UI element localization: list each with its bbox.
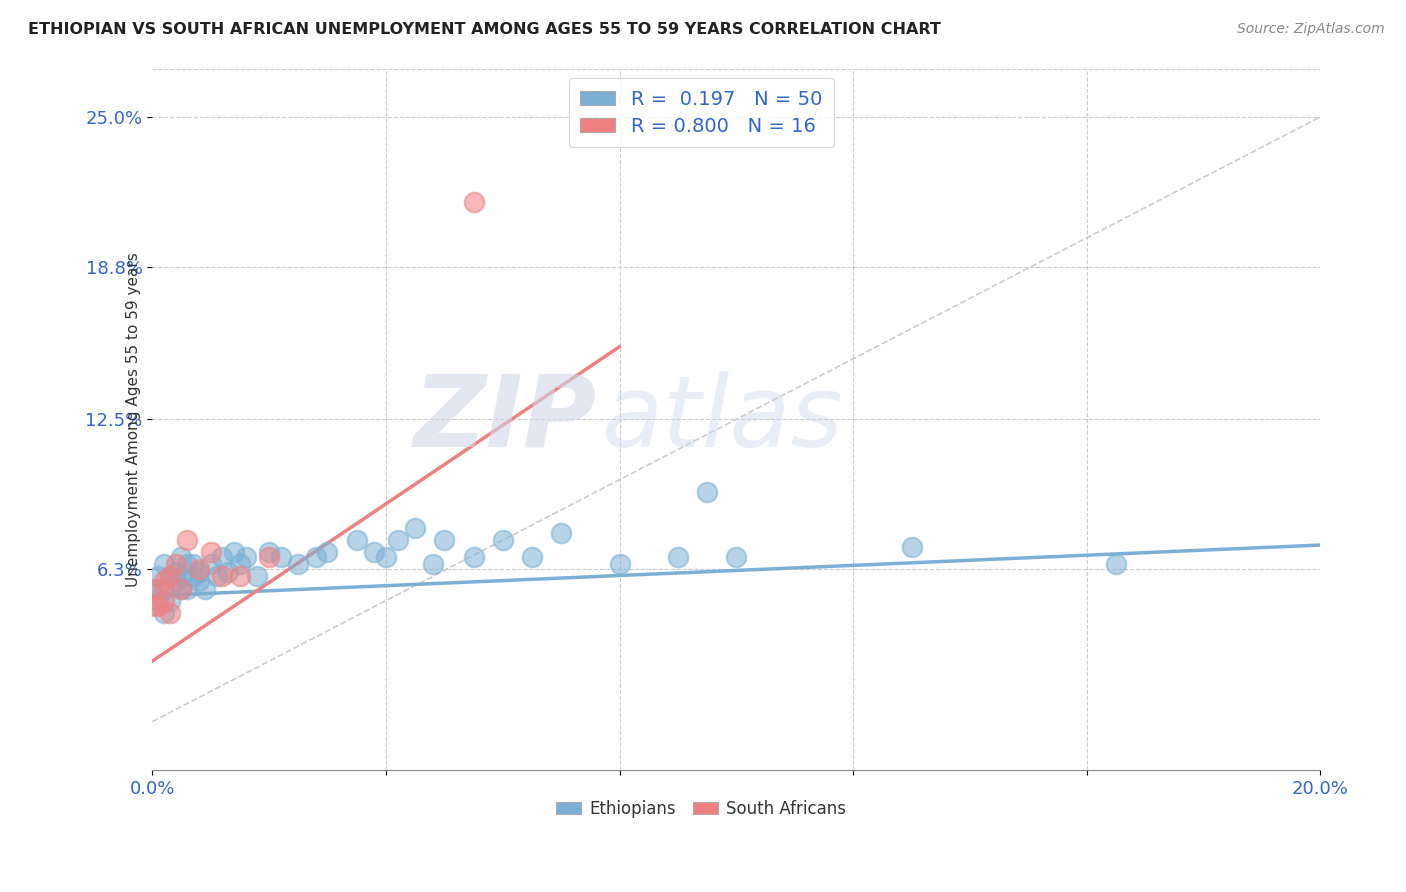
Point	[374, 550, 396, 565]
Point	[153, 593, 176, 607]
Point	[146, 582, 169, 596]
Point	[194, 582, 217, 596]
Point	[205, 569, 228, 583]
Point	[1105, 558, 1128, 572]
Point	[170, 582, 193, 596]
Point	[153, 582, 176, 596]
Point	[176, 533, 198, 548]
Point	[235, 550, 257, 565]
Point	[165, 558, 187, 572]
Point	[463, 194, 485, 209]
Point	[257, 545, 280, 559]
Y-axis label: Unemployment Among Ages 55 to 59 years: Unemployment Among Ages 55 to 59 years	[127, 252, 141, 587]
Text: Source: ZipAtlas.com: Source: ZipAtlas.com	[1237, 22, 1385, 37]
Point	[363, 545, 385, 559]
Point	[200, 545, 222, 559]
Point	[165, 565, 187, 579]
Text: atlas: atlas	[602, 371, 844, 467]
Point	[153, 574, 176, 589]
Point	[153, 606, 176, 620]
Point	[146, 599, 169, 613]
Point	[211, 550, 233, 565]
Point	[170, 582, 193, 596]
Point	[492, 533, 515, 548]
Point	[159, 569, 181, 583]
Point	[222, 545, 245, 559]
Point	[246, 569, 269, 583]
Point	[176, 582, 198, 596]
Point	[229, 569, 252, 583]
Text: ZIP: ZIP	[413, 371, 596, 467]
Point	[257, 550, 280, 565]
Point	[159, 606, 181, 620]
Point	[346, 533, 368, 548]
Point	[159, 569, 181, 583]
Legend: Ethiopians, South Africans: Ethiopians, South Africans	[550, 794, 853, 825]
Point	[188, 565, 211, 579]
Text: ETHIOPIAN VS SOUTH AFRICAN UNEMPLOYMENT AMONG AGES 55 TO 59 YEARS CORRELATION CH: ETHIOPIAN VS SOUTH AFRICAN UNEMPLOYMENT …	[28, 22, 941, 37]
Point	[463, 550, 485, 565]
Point	[666, 550, 689, 565]
Point	[176, 558, 198, 572]
Point	[200, 558, 222, 572]
Point	[387, 533, 409, 548]
Point	[141, 599, 163, 613]
Point	[433, 533, 456, 548]
Point	[159, 593, 181, 607]
Point	[550, 525, 572, 540]
Point	[520, 550, 543, 565]
Point	[181, 558, 204, 572]
Point	[316, 545, 339, 559]
Point	[211, 569, 233, 583]
Point	[900, 541, 922, 555]
Point	[404, 521, 426, 535]
Point	[422, 558, 444, 572]
Point	[146, 593, 169, 607]
Point	[170, 550, 193, 565]
Point	[287, 558, 309, 572]
Point	[270, 550, 292, 565]
Point	[188, 574, 211, 589]
Point	[146, 569, 169, 583]
Point	[217, 565, 239, 579]
Point	[181, 569, 204, 583]
Point	[188, 562, 211, 576]
Point	[305, 550, 328, 565]
Point	[725, 550, 748, 565]
Point	[153, 558, 176, 572]
Point	[165, 574, 187, 589]
Point	[696, 484, 718, 499]
Point	[609, 558, 631, 572]
Point	[170, 569, 193, 583]
Point	[141, 582, 163, 596]
Point	[229, 558, 252, 572]
